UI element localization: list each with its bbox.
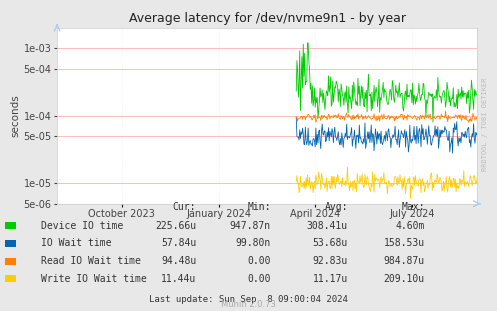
Text: 984.87u: 984.87u	[384, 256, 425, 266]
Text: Write IO Wait time: Write IO Wait time	[41, 274, 147, 284]
Text: Max:: Max:	[402, 202, 425, 212]
Text: 57.84u: 57.84u	[161, 238, 196, 248]
Text: 947.87n: 947.87n	[230, 220, 271, 231]
Text: 225.66u: 225.66u	[155, 220, 196, 231]
Text: 4.60m: 4.60m	[396, 220, 425, 231]
Text: Munin 2.0.73: Munin 2.0.73	[221, 299, 276, 309]
Text: 0.00: 0.00	[248, 274, 271, 284]
Text: Last update: Sun Sep  8 09:00:04 2024: Last update: Sun Sep 8 09:00:04 2024	[149, 295, 348, 304]
Text: 158.53u: 158.53u	[384, 238, 425, 248]
Text: 53.68u: 53.68u	[313, 238, 348, 248]
Text: 11.17u: 11.17u	[313, 274, 348, 284]
Title: Average latency for /dev/nvme9n1 - by year: Average latency for /dev/nvme9n1 - by ye…	[129, 12, 406, 26]
Text: 92.83u: 92.83u	[313, 256, 348, 266]
Y-axis label: seconds: seconds	[11, 95, 21, 137]
Text: Device IO time: Device IO time	[41, 220, 123, 231]
Text: 209.10u: 209.10u	[384, 274, 425, 284]
Text: Read IO Wait time: Read IO Wait time	[41, 256, 141, 266]
Text: 11.44u: 11.44u	[161, 274, 196, 284]
Text: Cur:: Cur:	[173, 202, 196, 212]
Text: Min:: Min:	[248, 202, 271, 212]
Text: IO Wait time: IO Wait time	[41, 238, 112, 248]
Text: 94.48u: 94.48u	[161, 256, 196, 266]
Text: RRDTOOL / TOBI OETIKER: RRDTOOL / TOBI OETIKER	[482, 78, 488, 171]
Text: Avg:: Avg:	[325, 202, 348, 212]
Text: 0.00: 0.00	[248, 256, 271, 266]
Text: 308.41u: 308.41u	[307, 220, 348, 231]
Text: 99.80n: 99.80n	[236, 238, 271, 248]
